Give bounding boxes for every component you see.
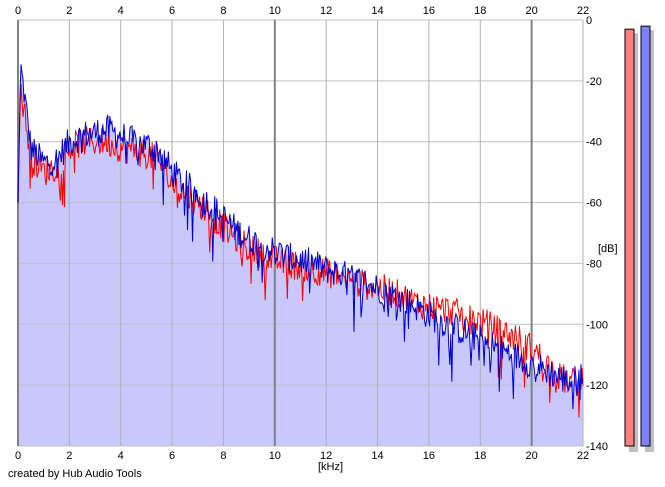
x-tick-label-top: 22 xyxy=(577,5,589,17)
x-tick-label-top: 2 xyxy=(66,5,72,17)
y-tick-label: -80 xyxy=(586,258,602,270)
x-tick-label-top: 16 xyxy=(423,5,435,17)
x-tick-label-top: 18 xyxy=(474,5,486,17)
y-tick-label: -60 xyxy=(586,198,602,210)
y-axis-label: [dB] xyxy=(598,243,618,255)
y-tick-label: -20 xyxy=(586,76,602,88)
x-tick-label-top: 8 xyxy=(220,5,226,17)
right-meter xyxy=(640,25,651,447)
y-tick-label: -140 xyxy=(586,441,608,453)
credit-text: created by Hub Audio Tools xyxy=(8,468,142,480)
x-tick-label-bottom: 22 xyxy=(577,450,589,462)
x-tick-label-bottom: 8 xyxy=(220,450,226,462)
x-tick-label-bottom: 18 xyxy=(474,450,486,462)
x-tick-label-top: 6 xyxy=(169,5,175,17)
x-tick-label-bottom: 4 xyxy=(118,450,124,462)
y-tick-label: -100 xyxy=(586,319,608,331)
x-axis-label: [kHz] xyxy=(318,461,344,473)
x-tick-label-bottom: 12 xyxy=(320,450,332,462)
x-tick-label-top: 14 xyxy=(371,5,383,17)
x-tick-label-top: 4 xyxy=(118,5,124,17)
x-tick-label-bottom: 0 xyxy=(15,450,21,462)
x-tick-label-top: 0 xyxy=(15,5,21,17)
left-meter xyxy=(624,28,635,447)
x-tick-label-bottom: 16 xyxy=(423,450,435,462)
x-tick-label-top: 10 xyxy=(269,5,281,17)
y-tick-label: 0 xyxy=(586,15,592,27)
x-tick-label-bottom: 10 xyxy=(269,450,281,462)
x-tick-label-bottom: 6 xyxy=(169,450,175,462)
x-tick-label-bottom: 2 xyxy=(66,450,72,462)
x-tick-label-bottom: 14 xyxy=(371,450,383,462)
y-tick-label: -40 xyxy=(586,137,602,149)
x-tick-label-top: 20 xyxy=(526,5,538,17)
y-tick-label: -120 xyxy=(586,380,608,392)
x-tick-label-bottom: 20 xyxy=(526,450,538,462)
series-line-blue xyxy=(17,64,584,410)
x-tick-label-top: 12 xyxy=(320,5,332,17)
